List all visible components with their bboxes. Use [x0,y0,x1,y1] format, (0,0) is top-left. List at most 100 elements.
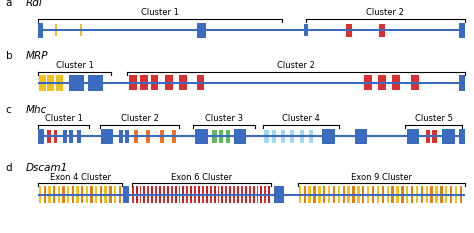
Bar [274,186,284,203]
Bar [55,24,57,36]
Bar [249,186,251,203]
Bar [91,186,93,203]
Bar [459,23,465,38]
Bar [69,75,84,91]
Bar [195,129,208,144]
Bar [253,186,255,203]
Bar [445,186,447,203]
Bar [367,186,369,203]
Bar [226,130,230,143]
Bar [95,186,98,203]
Bar [202,186,204,203]
Bar [206,186,208,203]
Bar [406,186,409,203]
Text: MRP: MRP [26,51,48,61]
Bar [272,130,276,143]
Bar [337,186,340,203]
Bar [221,186,223,203]
Bar [442,129,455,144]
Bar [53,186,55,203]
Bar [129,75,137,90]
Bar [407,129,419,144]
Text: a: a [6,0,12,8]
Bar [172,130,176,143]
Bar [151,186,153,203]
Bar [229,186,231,203]
Bar [435,186,438,203]
Bar [182,186,184,203]
Text: Cluster 4: Cluster 4 [282,114,320,123]
Bar [165,75,173,90]
Bar [48,186,51,203]
Bar [214,186,216,203]
Bar [264,186,266,203]
Bar [450,186,452,203]
Bar [237,186,239,203]
Bar [455,186,457,203]
Bar [333,186,335,203]
Bar [233,186,235,203]
Text: Cluster 2: Cluster 2 [277,61,315,70]
Bar [54,130,57,143]
Bar [392,75,400,90]
Text: c: c [6,105,11,114]
Bar [163,186,165,203]
Text: Cluster 1: Cluster 1 [45,114,82,123]
Bar [309,130,313,143]
Bar [109,186,111,203]
Bar [392,186,394,203]
Bar [179,186,181,203]
Text: Exon 9 Cluster: Exon 9 Cluster [351,173,411,182]
Bar [136,186,137,203]
Bar [357,186,360,203]
Bar [212,130,217,143]
Bar [352,186,355,203]
Bar [440,186,443,203]
Bar [347,186,350,203]
Bar [210,186,212,203]
Bar [256,186,258,203]
Bar [346,24,352,37]
Bar [343,186,345,203]
Bar [197,23,206,38]
Bar [323,186,326,203]
Bar [396,186,399,203]
Bar [118,186,121,203]
Bar [190,186,192,203]
Bar [114,186,116,203]
Bar [299,186,301,203]
Text: Dscam1: Dscam1 [26,163,68,173]
Bar [38,129,44,144]
Bar [39,186,41,203]
Bar [67,186,69,203]
Bar [264,130,269,143]
Bar [459,129,465,144]
Bar [432,130,437,143]
Bar [160,130,164,143]
Bar [245,186,247,203]
Bar [151,75,158,90]
Bar [328,186,330,203]
Bar [219,130,223,143]
Bar [241,186,243,203]
Bar [379,24,385,37]
Bar [69,130,73,143]
Bar [430,186,433,203]
Bar [355,129,367,144]
Bar [300,130,304,143]
Bar [140,75,148,90]
Bar [167,186,169,203]
Bar [377,186,379,203]
Bar [56,75,63,91]
Bar [459,75,465,91]
Text: Cluster 1: Cluster 1 [141,8,179,17]
Bar [179,75,187,90]
Bar [132,186,134,203]
Text: Cluster 2: Cluster 2 [366,8,404,17]
Bar [197,75,204,90]
Bar [77,130,81,143]
Bar [386,186,389,203]
Bar [155,186,157,203]
Bar [401,186,403,203]
Bar [63,130,67,143]
